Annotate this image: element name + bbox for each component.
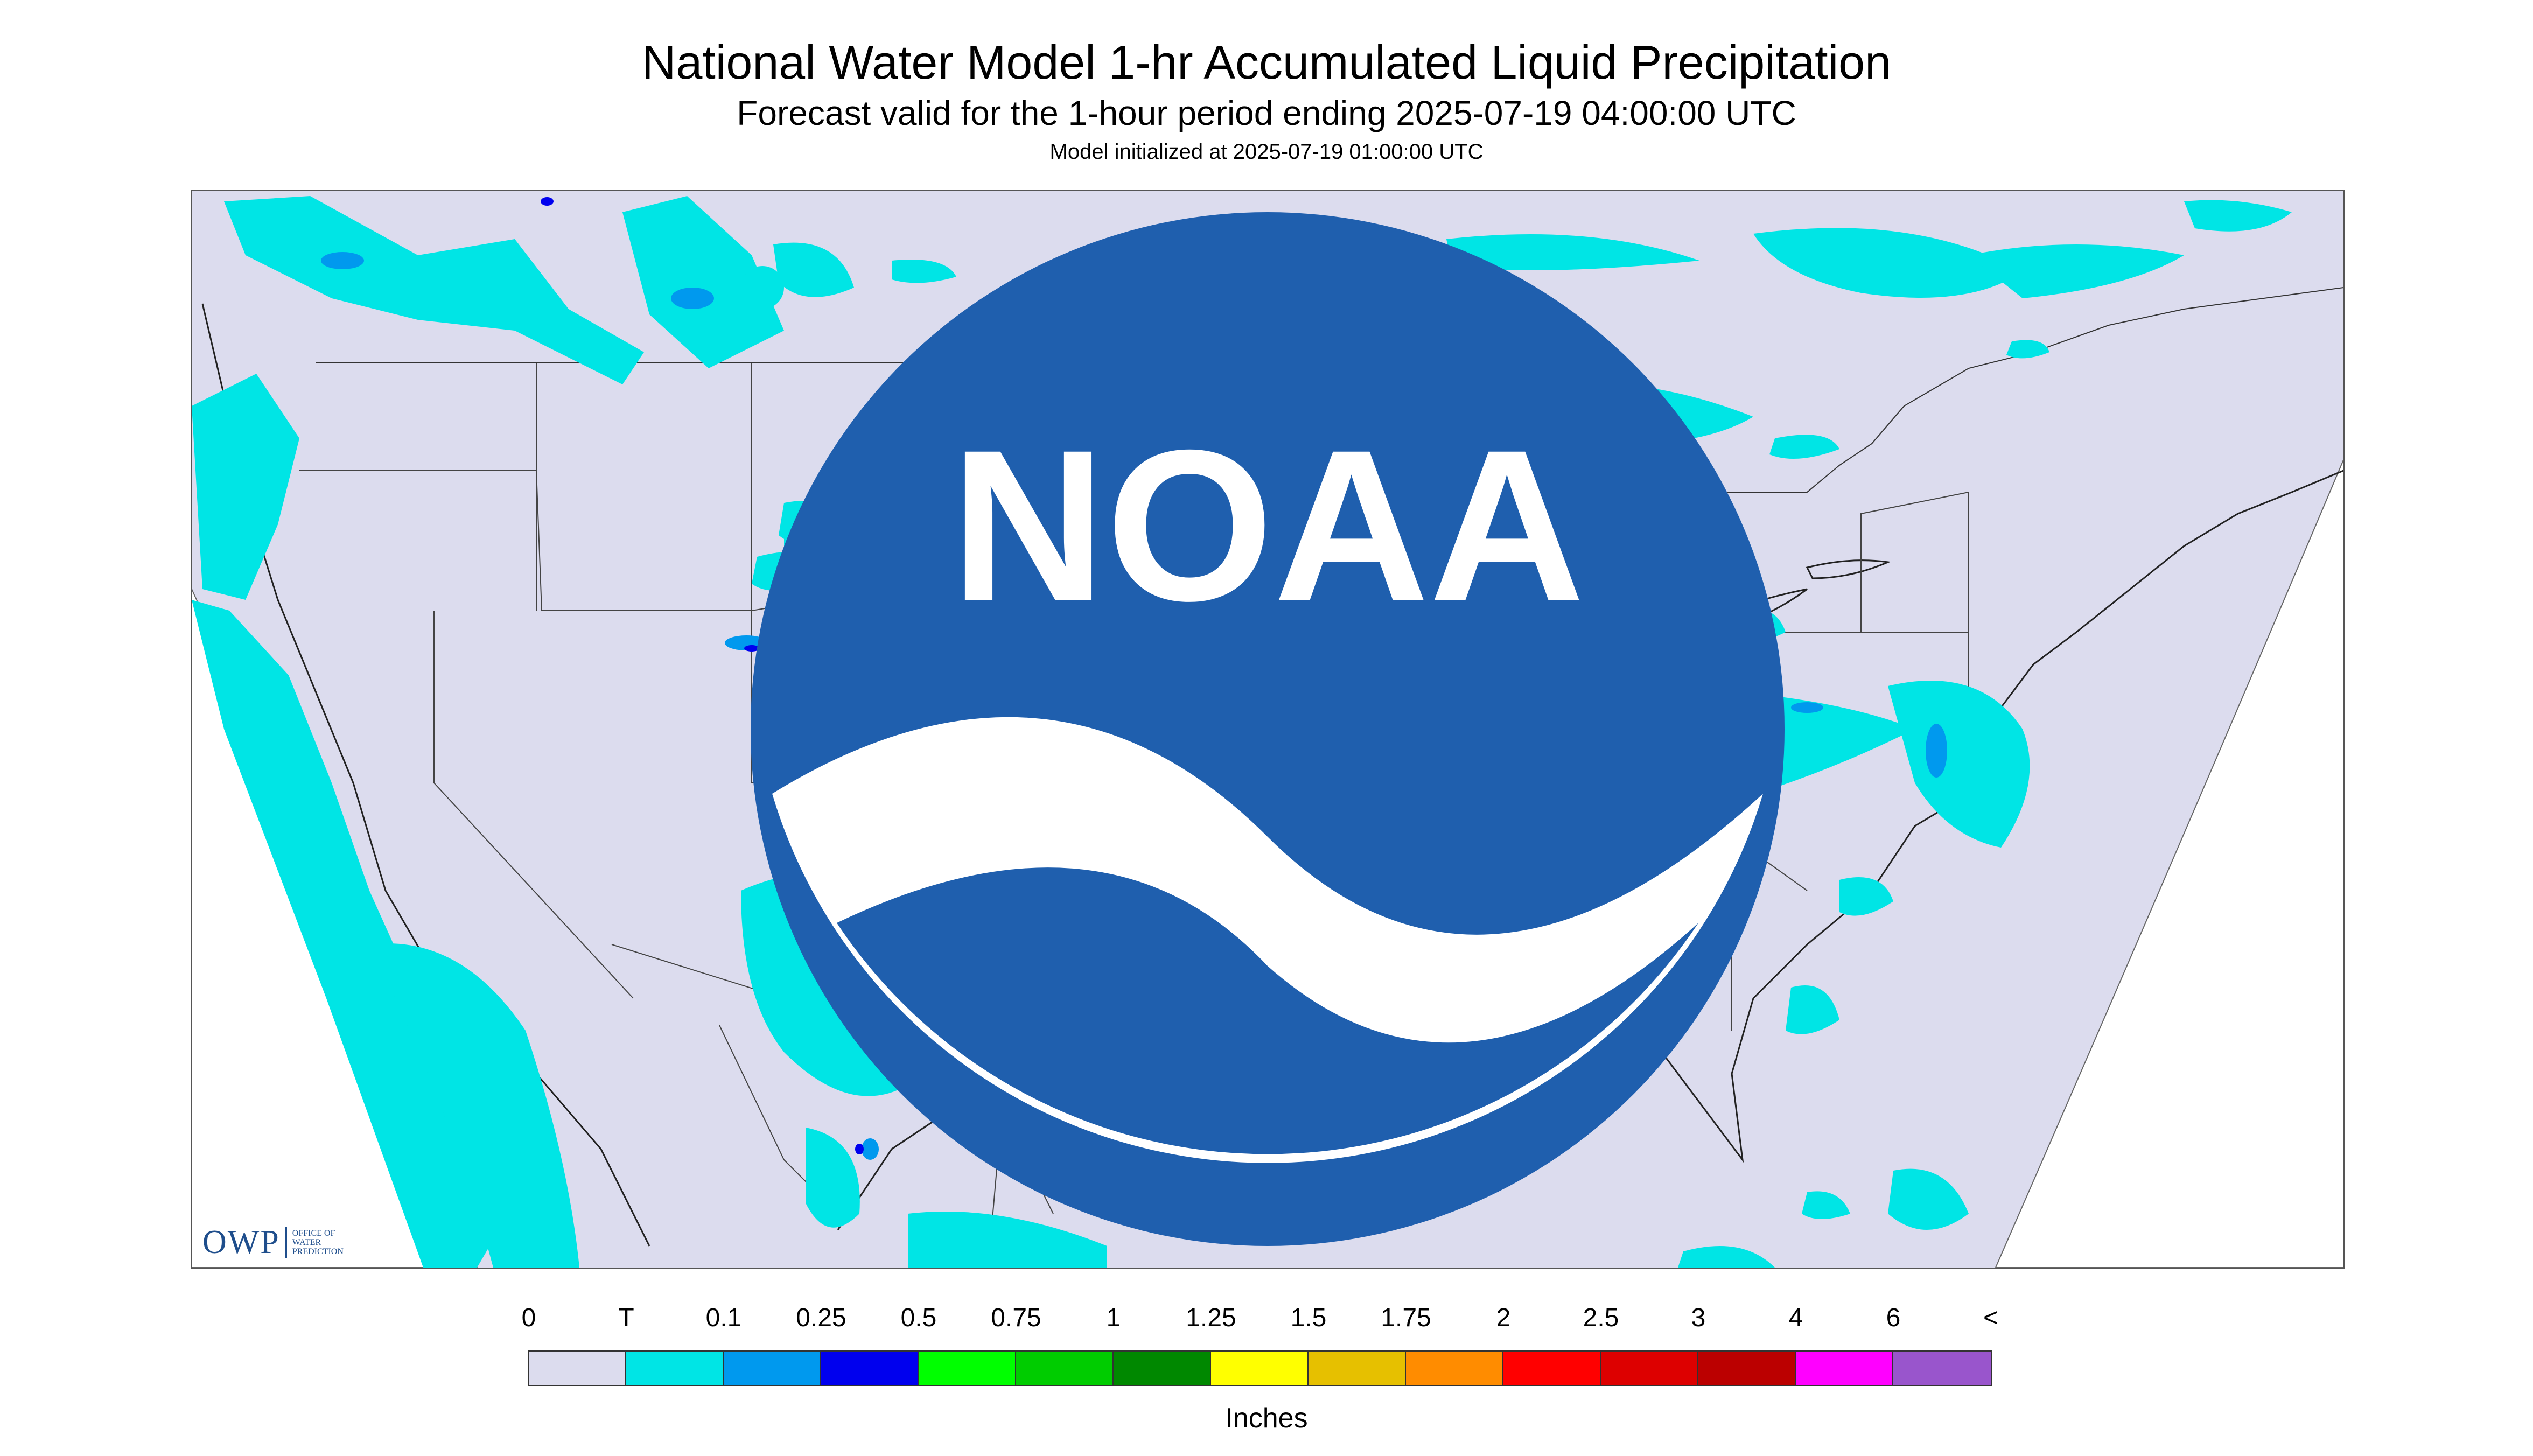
legend-swatch (529, 1352, 626, 1385)
noaa-logo-text: NOAA (950, 405, 1585, 646)
legend-label: 4 (1788, 1304, 1803, 1332)
legend-label: 3 (1691, 1304, 1706, 1332)
owp-logo-text: OFFICE OF WATER PREDICTION (292, 1229, 344, 1256)
map-title: National Water Model 1-hr Accumulated Li… (641, 36, 1892, 89)
owp-logo-line3: PREDICTION (292, 1247, 344, 1256)
legend-label: 0.75 (991, 1304, 1041, 1332)
legend-label: 1.75 (1381, 1304, 1431, 1332)
legend-swatch (1016, 1352, 1114, 1385)
owp-logo-line1: OFFICE OF (292, 1228, 335, 1238)
owp-logo-line2: WATER (292, 1237, 321, 1247)
legend-swatch (724, 1352, 821, 1385)
legend-label: 1.5 (1290, 1304, 1327, 1332)
legend-label: < (1983, 1304, 1999, 1332)
legend-swatch (1503, 1352, 1601, 1385)
owp-logo-divider (285, 1227, 287, 1258)
legend-swatch (1406, 1352, 1503, 1385)
owp-logo: OWP OFFICE OF WATER PREDICTION (202, 1223, 344, 1261)
legend-swatch (626, 1352, 724, 1385)
lake-ontario (1806, 559, 1891, 579)
owp-logo-mark: OWP (202, 1223, 280, 1261)
legend-label: 0.25 (796, 1304, 846, 1332)
legend-swatch (919, 1352, 1016, 1385)
legend-swatch (1211, 1352, 1309, 1385)
legend-swatch (1309, 1352, 1406, 1385)
legend-label: 0.5 (900, 1304, 937, 1332)
legend-label: 0.1 (705, 1304, 742, 1332)
noaa-logo-icon: NOAA (751, 212, 1785, 1246)
legend-swatch (1601, 1352, 1698, 1385)
out-of-domain-right (1995, 459, 2343, 1268)
legend-label: 1.25 (1186, 1304, 1236, 1332)
legend-swatch (821, 1352, 919, 1385)
legend-label: 6 (1886, 1304, 1901, 1332)
legend-color-bar (528, 1350, 1992, 1386)
legend-swatch (1893, 1352, 1991, 1385)
legend-swatch (1114, 1352, 1211, 1385)
model-init-line: Model initialized at 2025-07-19 01:00:00… (1049, 140, 1484, 164)
legend-label: 2.5 (1583, 1304, 1619, 1332)
legend-label: 0 (521, 1304, 536, 1332)
legend-label: T (618, 1304, 634, 1332)
legend-units: Inches (1225, 1403, 1308, 1434)
legend-labels: 0 T 0.1 0.25 0.5 0.75 1 1.25 1.5 1.75 2 2.5 3 4 6 < (522, 1303, 2009, 1335)
legend-swatch (1796, 1352, 1893, 1385)
legend-label: 2 (1496, 1304, 1511, 1332)
forecast-valid-subtitle: Forecast valid for the 1-hour period end… (737, 94, 1796, 132)
precipitation-map[interactable]: OWP OFFICE OF WATER PREDICTION NOAA (191, 190, 2345, 1269)
legend-label: 1 (1106, 1304, 1121, 1332)
legend-swatch (1698, 1352, 1796, 1385)
